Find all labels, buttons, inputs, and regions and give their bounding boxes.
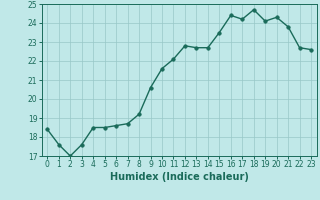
X-axis label: Humidex (Indice chaleur): Humidex (Indice chaleur) (110, 172, 249, 182)
